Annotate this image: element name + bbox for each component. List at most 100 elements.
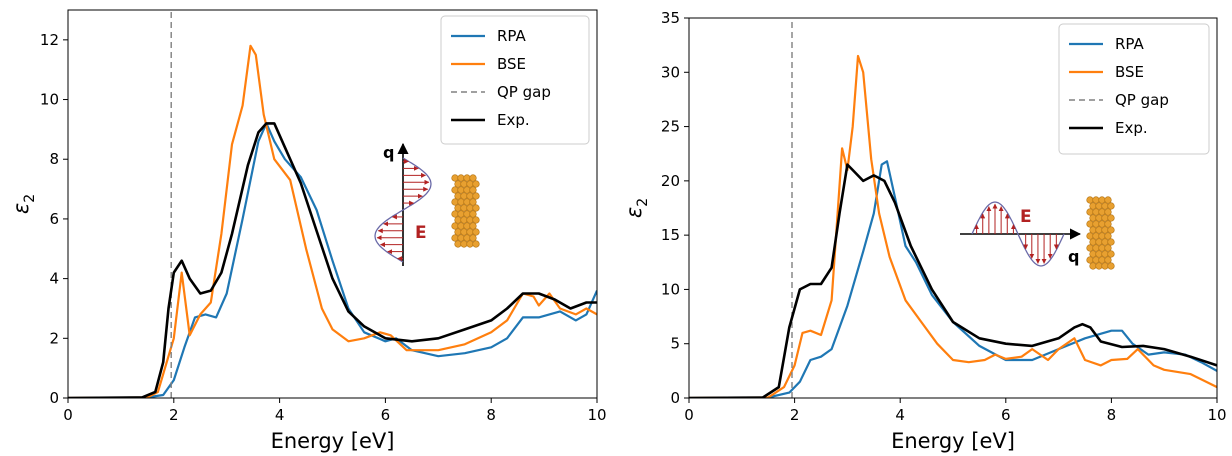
lattice-atom (1095, 262, 1103, 270)
lattice-atom (463, 234, 471, 242)
lattice-atom (1089, 214, 1097, 222)
lattice-atom (457, 234, 465, 242)
lattice-atom (1098, 256, 1106, 264)
lattice-atom (451, 186, 459, 194)
series-layer (68, 10, 597, 398)
lattice-atom (1089, 262, 1097, 270)
lattice-atom (472, 180, 480, 188)
y-tick-label: 15 (661, 226, 680, 244)
lattice-atom (463, 186, 471, 194)
lattice-atom (1098, 196, 1106, 204)
y-tick-label: 0 (49, 389, 59, 407)
lattice-atom (1095, 238, 1103, 246)
lattice-atom (1086, 220, 1094, 228)
axis-ticks: 0 2 4 6 8 10 0 2 4 6 8 10 12 (40, 31, 607, 424)
lattice-atom (463, 222, 471, 230)
y-tick-label: 2 (49, 329, 59, 347)
lattice-atom (1107, 214, 1115, 222)
plot-frame (67, 9, 598, 399)
lattice-atom (1089, 226, 1097, 234)
lattice-atom (451, 234, 459, 242)
y-tick-label: 6 (49, 210, 59, 228)
lattice-atom (1092, 244, 1100, 252)
y-tick-label: 8 (49, 150, 59, 168)
legend: RPA BSE QP gap Exp. (440, 15, 590, 145)
y-tick-label: 4 (49, 270, 59, 288)
lattice-atom (463, 174, 471, 182)
x-tick-label: 2 (790, 406, 800, 424)
lattice-atom (466, 216, 474, 224)
lattice-atom (1092, 208, 1100, 216)
lattice-atom (457, 186, 465, 194)
legend: RPA BSE QP gap Exp. (1058, 23, 1210, 155)
lattice-atom (1098, 232, 1106, 240)
q-label: q (1068, 247, 1079, 266)
series-layer (689, 18, 1217, 398)
lattice-atom (460, 240, 468, 248)
lattice-atom (1107, 226, 1115, 234)
lattice-atom (466, 240, 474, 248)
lattice-atom (1104, 220, 1112, 228)
legend-entry: BSE (497, 55, 526, 73)
lattice-atom (457, 198, 465, 206)
lattice-atom (1092, 232, 1100, 240)
x-tick-label: 6 (381, 406, 391, 424)
legend-box (1058, 23, 1210, 155)
lattice-atom (454, 228, 462, 236)
x-tick-label: 8 (1107, 406, 1117, 424)
y-axis-label: ε2 (622, 198, 651, 218)
y-tick-label: 0 (670, 389, 680, 407)
lattice-atom (460, 204, 468, 212)
lattice-atom (1086, 196, 1094, 204)
lattice-atom (1092, 220, 1100, 228)
lattice-atom (1095, 226, 1103, 234)
lattice-atom (1101, 238, 1109, 246)
legend-entry: Exp. (497, 111, 530, 129)
E-label: E (1020, 207, 1032, 227)
lattice-atom (1107, 262, 1115, 270)
legend-entry: QP gap (497, 83, 551, 101)
lattice-atom (1098, 244, 1106, 252)
y-tick-label: 30 (661, 63, 680, 81)
y-tick-label: 5 (670, 335, 680, 353)
x-tick-label: 8 (486, 406, 496, 424)
lattice-atom (460, 192, 468, 200)
polarization-inset: qE (960, 196, 1115, 270)
lattice-atom (1101, 226, 1109, 234)
chart-panel-left: 0 2 4 6 8 10 0 2 4 6 8 10 12 Energy [eV] ε2 RPA BSE QP… (9, 9, 607, 453)
series-line-bse (68, 44, 597, 398)
series-line-rpa (689, 160, 1217, 398)
y-tick-label: 20 (661, 172, 680, 190)
field-wave (374, 157, 432, 263)
y-tick-label: 10 (661, 280, 680, 298)
lattice-atom (1104, 256, 1112, 264)
lattice-atom (454, 180, 462, 188)
lattice-atom (1089, 202, 1097, 210)
y-tick-label: 12 (40, 31, 59, 49)
lattice-atom (1101, 250, 1109, 258)
series-line-bse (689, 54, 1217, 398)
x-tick-label: 4 (895, 406, 905, 424)
lattice-atom (1086, 256, 1094, 264)
lattice-atom (1092, 256, 1100, 264)
plot-frame (688, 17, 1218, 399)
lattice-atom (1095, 202, 1103, 210)
lattice-atom (469, 198, 477, 206)
lattice-atom (1101, 262, 1109, 270)
lattice-atom (457, 174, 465, 182)
y-tick-label: 25 (661, 118, 680, 136)
lattice-atom (1092, 196, 1100, 204)
lattice-atom (466, 204, 474, 212)
lattice-atom (454, 204, 462, 212)
lattice-atom (454, 216, 462, 224)
chart-panel-right: 0 2 4 6 8 10 0 5 10 15 20 25 30 35 Energy [eV] ε2 RPA… (622, 9, 1227, 453)
lattice-atom (472, 216, 480, 224)
lattice-atom (466, 228, 474, 236)
q-label: q (383, 143, 394, 162)
lattice-atom (1095, 214, 1103, 222)
x-axis-label: Energy [eV] (891, 429, 1015, 453)
x-tick-label: 6 (1001, 406, 1011, 424)
lattice-atom (460, 216, 468, 224)
lattice-atom (457, 222, 465, 230)
